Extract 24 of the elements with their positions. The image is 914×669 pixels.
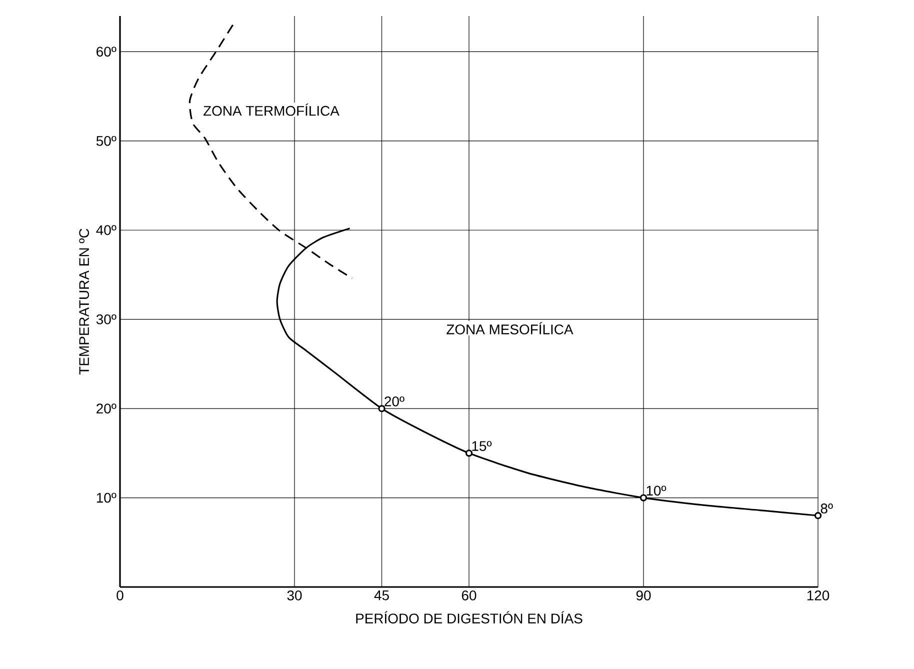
data-label: 20º — [384, 396, 404, 406]
annotation: ZONA TERMOFÍLICA — [203, 104, 340, 116]
y-tick-label: 30º — [96, 314, 116, 324]
data-label: 10º — [646, 486, 666, 496]
data-label: 15º — [472, 441, 492, 451]
y-tick-label: 10º — [96, 492, 116, 503]
annotation: ZONA MESOFÍLICA — [446, 322, 574, 334]
x-tick-label: 60 — [462, 590, 476, 600]
y-tick-label: 50º — [96, 136, 116, 146]
x-tick-label: 30 — [287, 590, 302, 600]
x-axis-title: PERÍODO DE DIGESTIÓN EN DÍAS — [356, 611, 582, 624]
point — [640, 494, 648, 502]
point — [465, 450, 473, 457]
x-tick-label: 120 — [807, 590, 830, 600]
y-tick-label: 20º — [96, 404, 116, 414]
x-tick-label: 0 — [116, 590, 124, 600]
x-tick-label: 45 — [374, 590, 389, 600]
y-tick-label: 40º — [96, 225, 116, 236]
y-axis-title: TEMPERATURA EN ºC — [79, 228, 90, 375]
data-label: 8º — [820, 504, 833, 514]
y-tick-label: 60º — [96, 46, 116, 57]
point — [378, 404, 386, 412]
point — [814, 512, 822, 520]
x-tick-label: 90 — [636, 590, 651, 600]
